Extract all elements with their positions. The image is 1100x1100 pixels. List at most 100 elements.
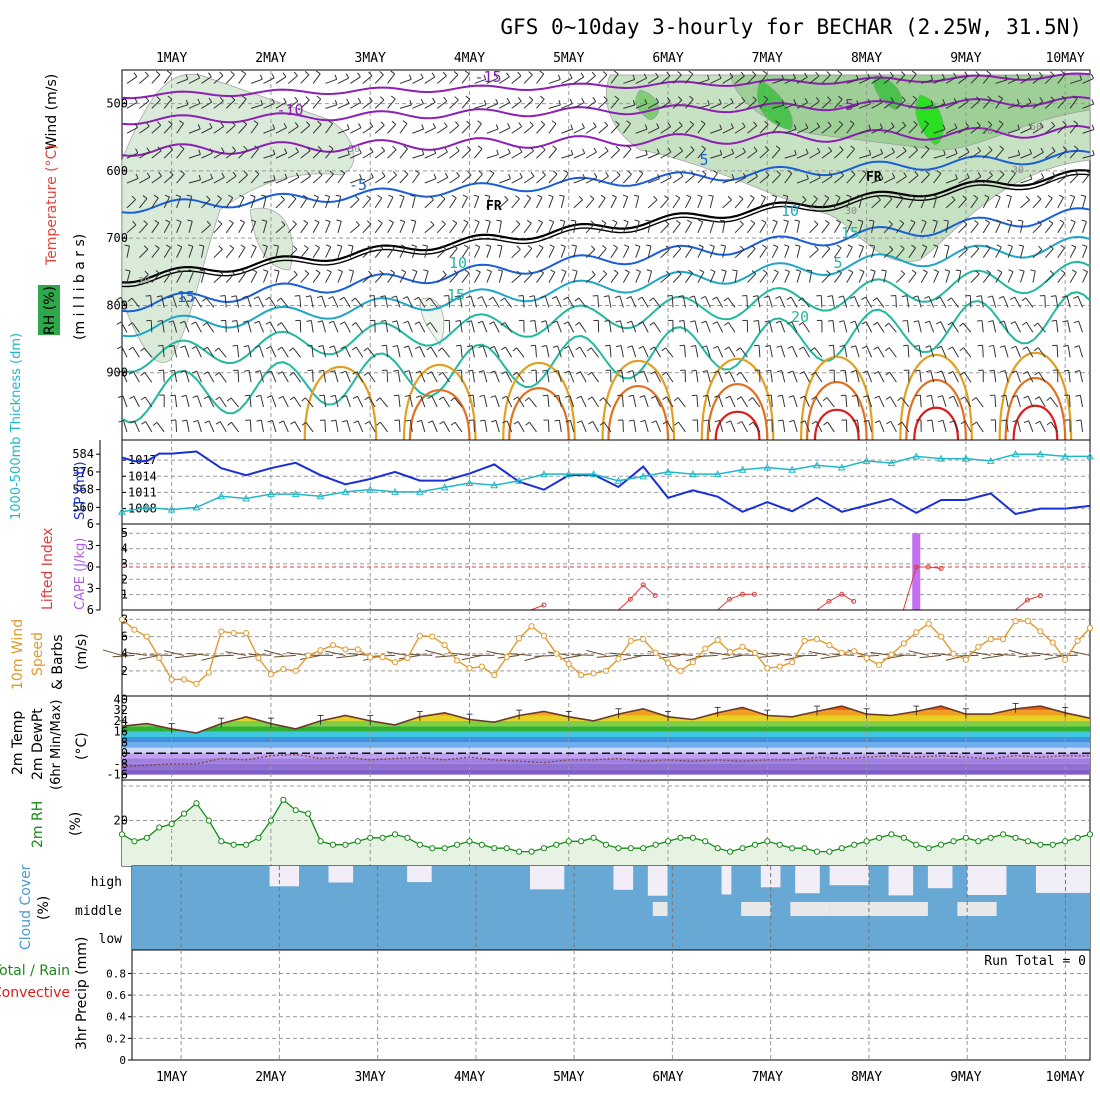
wind-speed-point [168, 676, 175, 683]
isotherm-line [408, 389, 471, 441]
wind-barb [1082, 103, 1094, 109]
wind-barb [759, 124, 769, 134]
wind-barb [188, 221, 193, 233]
isotherm-line [805, 381, 868, 441]
wind-barb [876, 195, 881, 201]
wind-barb [839, 344, 845, 347]
wind-barb [759, 149, 770, 159]
wind-barb [568, 370, 575, 383]
wind-barb [580, 72, 585, 78]
wind-barb [345, 370, 351, 383]
wind-barb [188, 271, 194, 283]
wind-barb [623, 219, 629, 223]
wind-barb [913, 320, 919, 323]
wind-barb [275, 152, 288, 159]
wind-barb [615, 120, 620, 125]
wind-barb [275, 101, 287, 109]
wind-barb [752, 295, 758, 298]
wind-barb [470, 295, 475, 308]
thickness-marker [540, 470, 548, 478]
wind-barb [363, 347, 368, 352]
wind-barb [833, 124, 844, 134]
wind-barb [283, 97, 287, 103]
wind-barb [350, 152, 362, 159]
wind-barb [865, 321, 873, 333]
wind-barb [615, 320, 621, 323]
wind-barb [429, 195, 434, 201]
wind-barb [920, 221, 927, 234]
wind-barb [613, 244, 618, 249]
wind-barb [374, 222, 383, 234]
thickness-marker [862, 456, 871, 464]
wind-barb [392, 345, 398, 348]
wind-barb [771, 123, 780, 134]
isotherm-line [121, 169, 1091, 284]
wind-barb [800, 420, 806, 424]
cloud-gap [652, 902, 668, 916]
cloud-gap [927, 866, 953, 889]
wind-barb [1077, 296, 1084, 308]
wind-barb [479, 419, 486, 422]
wind-barb [917, 295, 922, 308]
tick-label: 600 [106, 164, 128, 178]
wind-barb [1044, 197, 1053, 209]
wind-barb [660, 151, 672, 159]
wind-barb [604, 121, 609, 126]
wind-barb [176, 148, 185, 159]
wind-barb [593, 172, 598, 178]
wind-barb [868, 124, 871, 130]
wind-barb [504, 346, 513, 358]
wind-barb [218, 372, 227, 383]
wind-barb [820, 654, 842, 659]
wind-barb [832, 320, 835, 333]
wind-barb [474, 173, 483, 184]
wind-barb [944, 244, 950, 247]
wind-barb [225, 74, 235, 84]
wind-barb [134, 97, 138, 103]
wind-barb [1018, 244, 1024, 247]
wind-barb [1078, 345, 1084, 358]
wind-barb [933, 128, 946, 134]
wind-barb [431, 371, 438, 383]
wind-barb [536, 174, 546, 184]
wind-barb [891, 173, 896, 178]
wind-barb [986, 70, 992, 75]
wind-barb [273, 654, 296, 658]
wind-barb [937, 395, 943, 398]
tick-label: 3 [87, 539, 94, 553]
wind-barb [255, 394, 261, 398]
wind-barb [206, 346, 215, 358]
wind-barb [176, 104, 189, 109]
tick-label: 1011 [128, 485, 157, 499]
wind-barb [666, 421, 674, 433]
wind-barb [163, 149, 174, 159]
wind-barb [998, 95, 1003, 99]
wind-barb [823, 421, 828, 426]
wind-barb [697, 196, 703, 209]
wind-barb [886, 420, 892, 425]
wind-barb [459, 295, 463, 308]
wind-barb [633, 194, 639, 197]
wind-barb [504, 195, 509, 201]
wind-barb [953, 72, 957, 78]
wind-barb [796, 102, 808, 109]
wind-barb [193, 419, 199, 423]
wind-barb [436, 100, 448, 109]
wind-barb [144, 372, 153, 383]
tick-label: 1017 [128, 453, 157, 467]
slp-line [121, 450, 1091, 516]
wind-speed-point [1012, 618, 1019, 625]
wind-barb [354, 297, 364, 308]
date-label: 1MAY [156, 51, 187, 66]
wind-barb [889, 396, 897, 408]
wind-barb [411, 246, 417, 258]
wind-barb [933, 154, 946, 159]
wind-barb [425, 649, 445, 656]
wind-barb [287, 274, 298, 283]
rh-point [677, 834, 684, 841]
wind-barb [208, 420, 215, 433]
wind-barb [925, 370, 931, 373]
wind-barb [945, 76, 957, 84]
